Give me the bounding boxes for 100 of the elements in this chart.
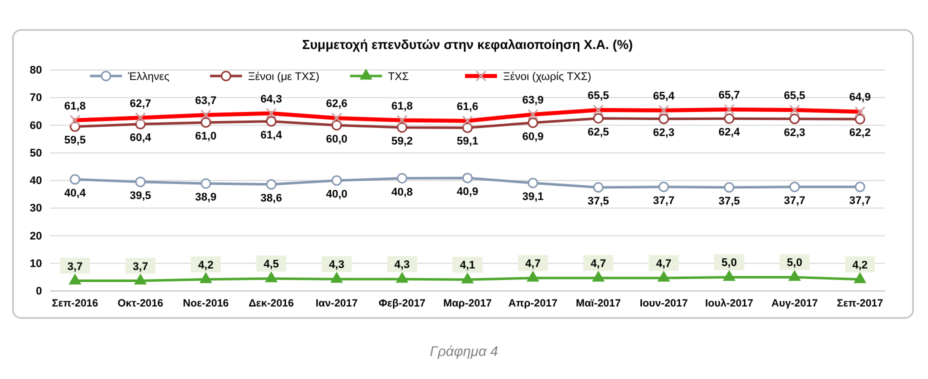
data-label: 38,6 [260,192,282,204]
data-label: 61,4 [260,129,283,142]
point [462,172,473,184]
y-tick-label: 40 [30,175,42,188]
point [68,273,82,284]
data-label: 4,7 [656,258,672,270]
point [657,270,670,282]
point [528,178,538,188]
data-label: 65,4 [653,90,676,102]
point [789,182,800,192]
data-label: 60,9 [522,130,544,143]
data-label: 4,2 [198,259,214,272]
data-label: 62,4 [718,126,741,139]
data-label: 62,2 [849,127,871,140]
data-label: 4,3 [329,259,344,272]
data-label: 4,3 [394,259,410,272]
point [722,270,736,281]
point [528,118,538,128]
x-tick-label: Μαϊ-2017 [576,297,621,310]
data-label: 5,0 [722,257,737,270]
point [331,175,342,186]
data-label: 61,6 [456,100,478,113]
data-label: 63,9 [522,94,544,106]
data-label: 59,1 [456,136,478,148]
text: Γράφημα 4 [430,343,498,359]
point [199,272,212,284]
y-tick-label: 70 [30,92,42,104]
x-tick-label: Φεβ-2017 [378,297,426,310]
point [462,122,473,133]
data-label: 62,6 [326,98,348,110]
legend-label: Ξένοι (με ΤΧΣ) [248,71,320,83]
x-tick-label: Δεκ-2016 [248,297,294,310]
data-label: 5,0 [786,257,802,270]
data-label: 40,0 [326,188,348,200]
data-label: 40,4 [64,187,87,200]
x-tick-label: Ιαν-2017 [316,297,358,310]
point [526,270,540,282]
data-label: 4,2 [852,259,868,272]
x-tick-label: Απρ-2017 [508,297,558,310]
point [592,270,605,282]
legend-label: Έλληνες [127,71,170,83]
point [724,182,734,193]
data-label: 37,5 [718,195,740,208]
point [134,273,147,284]
point [461,272,474,284]
y-tick-label: 10 [30,258,42,270]
point [135,176,146,188]
y-tick-label: 60 [30,120,42,132]
data-label: 59,5 [64,134,86,147]
point [266,179,276,190]
data-label: 64,9 [849,92,871,104]
x-tick-label: Οκτ-2016 [118,297,164,310]
y-tick-label: 30 [30,202,42,215]
y-tick-label: 20 [30,230,42,242]
data-label: 65,5 [588,90,610,102]
data-label: 4,1 [460,260,476,272]
data-label: 4,7 [590,258,606,270]
data-label: 37,7 [784,194,806,207]
chart-title: Συμμετοχή επενδυτών στην κεφαλαιοποίηση Χ.Α. (%) [302,37,633,52]
x-tick-label: Σεπ-2017 [836,297,884,310]
x-tick-label: Νοε-2016 [182,297,229,310]
data-label: 4,5 [264,258,279,271]
data-label: 39,1 [522,190,544,203]
point [331,120,342,130]
data-label: 65,7 [718,90,740,102]
point [70,174,80,185]
y-tick-label: 80 [30,64,42,77]
point [788,270,801,281]
point [724,113,734,124]
legend-label: ΤΧΣ [388,71,410,83]
point [396,173,408,184]
point [593,182,604,193]
point [658,182,669,192]
data-label: 62,3 [653,126,674,139]
data-label: 37,7 [653,194,674,207]
point [200,117,212,128]
data-label: 60,4 [130,132,152,144]
x-tick-label: Ιουλ-2017 [705,297,754,310]
y-tick-label: 50 [30,147,42,160]
x-tick-label: Αυγ-2017 [771,297,818,310]
legend-label: Ξένοι (χωρίς ΤΧΣ) [503,71,592,83]
point [854,182,866,192]
data-label: 65,5 [784,90,806,102]
data-label: 4,7 [525,258,541,270]
data-label: 62,5 [588,126,610,138]
x-tick-label: Σεπ-2016 [52,297,98,310]
x-tick-label: Ιουν-2017 [640,297,688,310]
data-label: 59,2 [391,135,413,148]
data-label: 63,7 [195,95,217,108]
data-label: 61,8 [391,100,413,112]
data-label: 40,8 [391,186,413,198]
data-label: 3,7 [132,260,148,273]
data-label: 64,3 [260,93,282,106]
data-label: 62,3 [784,126,806,139]
data-label: 61,8 [64,100,86,112]
point [396,272,408,283]
y-tick-label: 0 [36,286,42,298]
data-label: 3,7 [67,260,83,273]
data-label: 60,0 [326,133,348,146]
point [789,114,800,124]
